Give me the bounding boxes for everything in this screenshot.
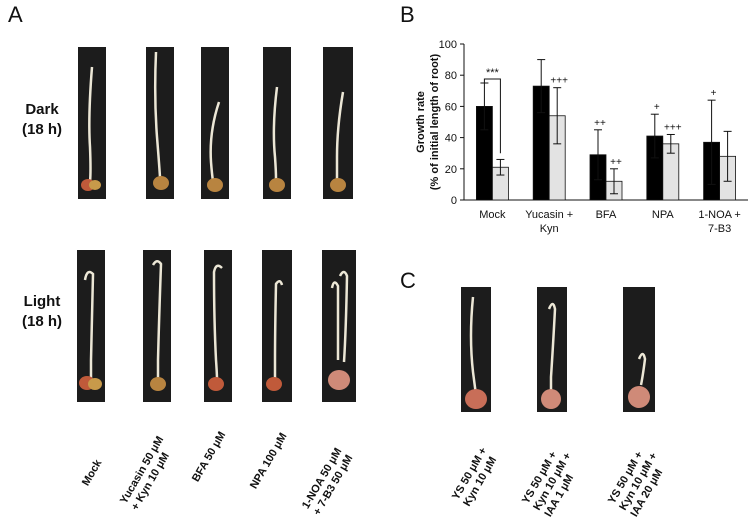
seedling-image bbox=[628, 352, 650, 408]
photo-c-ys-kyn-iaa20 bbox=[623, 287, 655, 412]
y-tick-label: 60 bbox=[445, 101, 457, 113]
significance-label: *** bbox=[486, 67, 500, 79]
x-tick-label: Yucasin + bbox=[525, 209, 573, 221]
seedling-image bbox=[79, 270, 102, 390]
panel-b-letter: B bbox=[400, 2, 415, 27]
photo-c-ys-kyn-iaa1 bbox=[537, 287, 567, 412]
treatment-label-bfa: BFA 50 μM bbox=[190, 430, 229, 485]
panel-a-letter: A bbox=[8, 2, 23, 27]
panel-c-letter: C bbox=[400, 268, 416, 293]
y-tick-label: 100 bbox=[439, 39, 457, 51]
treatment-label-line1: BFA 50 μM bbox=[190, 429, 229, 484]
y-tick-label: 20 bbox=[445, 164, 457, 176]
treatment-label-line1: NPA 100 μM bbox=[248, 430, 290, 491]
seedling-image bbox=[465, 296, 487, 409]
x-tick-label: BFA bbox=[596, 209, 617, 221]
significance-bracket bbox=[483, 78, 501, 154]
seedling-image bbox=[330, 91, 346, 192]
x-tick-label: NPA bbox=[652, 209, 674, 221]
row-label-dark-line1: Dark bbox=[25, 101, 59, 118]
treatment-label-1noa: 1-NOA 50 μM + 7-B3 50 μM bbox=[300, 446, 357, 518]
x-tick-label: Kyn bbox=[540, 223, 559, 235]
chart-plot-area: 0 20 40 60 80 100 Growth rate (% of initial len… bbox=[415, 39, 748, 235]
y-axis-label: (% of initial length of root) bbox=[429, 54, 441, 191]
photo-light-yucasin bbox=[143, 250, 171, 402]
photo-light-mock bbox=[77, 250, 105, 402]
y-tick-label: 40 bbox=[445, 133, 457, 145]
x-tick-label: Mock bbox=[479, 209, 506, 221]
photo-dark-bfa bbox=[201, 47, 229, 199]
treatment-label-npa: NPA 100 μM bbox=[248, 431, 290, 492]
treatment-c-label-3: YS 50 μM + Kyn 10 μM + IAA 20 μM bbox=[606, 444, 672, 519]
seedling-image bbox=[150, 260, 166, 391]
treatment-c-label-1: YS 50 μM + Kyn 10 μM bbox=[450, 445, 502, 509]
seedling-image bbox=[269, 86, 285, 192]
treatment-label-line1: Mock bbox=[80, 457, 105, 488]
seedling-image bbox=[328, 270, 350, 390]
significance-label: + bbox=[654, 102, 660, 113]
treatment-c-label-2: YS 50 μM + Kyn 10 μM + IAA 1 μM bbox=[520, 444, 586, 519]
y-tick-label: 0 bbox=[451, 195, 457, 207]
significance-label: + bbox=[711, 88, 717, 99]
x-tick-label: 1-NOA + bbox=[698, 209, 741, 221]
row-label-dark-line2: (18 h) bbox=[21, 121, 62, 138]
seedling-image bbox=[207, 101, 223, 192]
photo-light-bfa bbox=[204, 250, 232, 402]
y-tick-label: 80 bbox=[445, 70, 457, 82]
growth-rate-chart: 0 20 40 60 80 100 Growth rate (% of initial len… bbox=[415, 39, 748, 235]
significance-label: +++ bbox=[550, 76, 568, 87]
photo-dark-mock bbox=[78, 47, 106, 199]
significance-label: ++ bbox=[594, 118, 606, 129]
seedling-image bbox=[208, 264, 224, 391]
significance-label: ++ bbox=[610, 157, 622, 168]
x-tick-label: 7-B3 bbox=[708, 223, 731, 235]
photo-dark-yucasin bbox=[146, 47, 174, 199]
row-label-light-line1: Light bbox=[23, 293, 61, 310]
row-label-dark: Dark (18 h) bbox=[12, 100, 72, 140]
y-axis-label: Growth rate bbox=[415, 91, 427, 153]
treatment-label-mock: Mock bbox=[80, 458, 105, 489]
treatment-label-yucasin: Yucasin 50 μM + Kyn 10 μM bbox=[118, 434, 178, 513]
photo-light-1noa bbox=[322, 250, 356, 402]
photo-dark-1noa bbox=[323, 47, 353, 199]
row-label-light: Light (18 h) bbox=[12, 292, 72, 332]
row-label-light-line2: (18 h) bbox=[21, 313, 62, 330]
seedling-image bbox=[81, 66, 101, 191]
photo-light-npa bbox=[262, 250, 292, 402]
photo-dark-npa bbox=[263, 47, 291, 199]
seedling-image bbox=[266, 280, 284, 391]
seedling-image bbox=[153, 51, 169, 190]
seedling-image bbox=[541, 302, 561, 409]
photo-c-ys-kyn bbox=[461, 287, 491, 412]
significance-label: +++ bbox=[664, 122, 682, 133]
